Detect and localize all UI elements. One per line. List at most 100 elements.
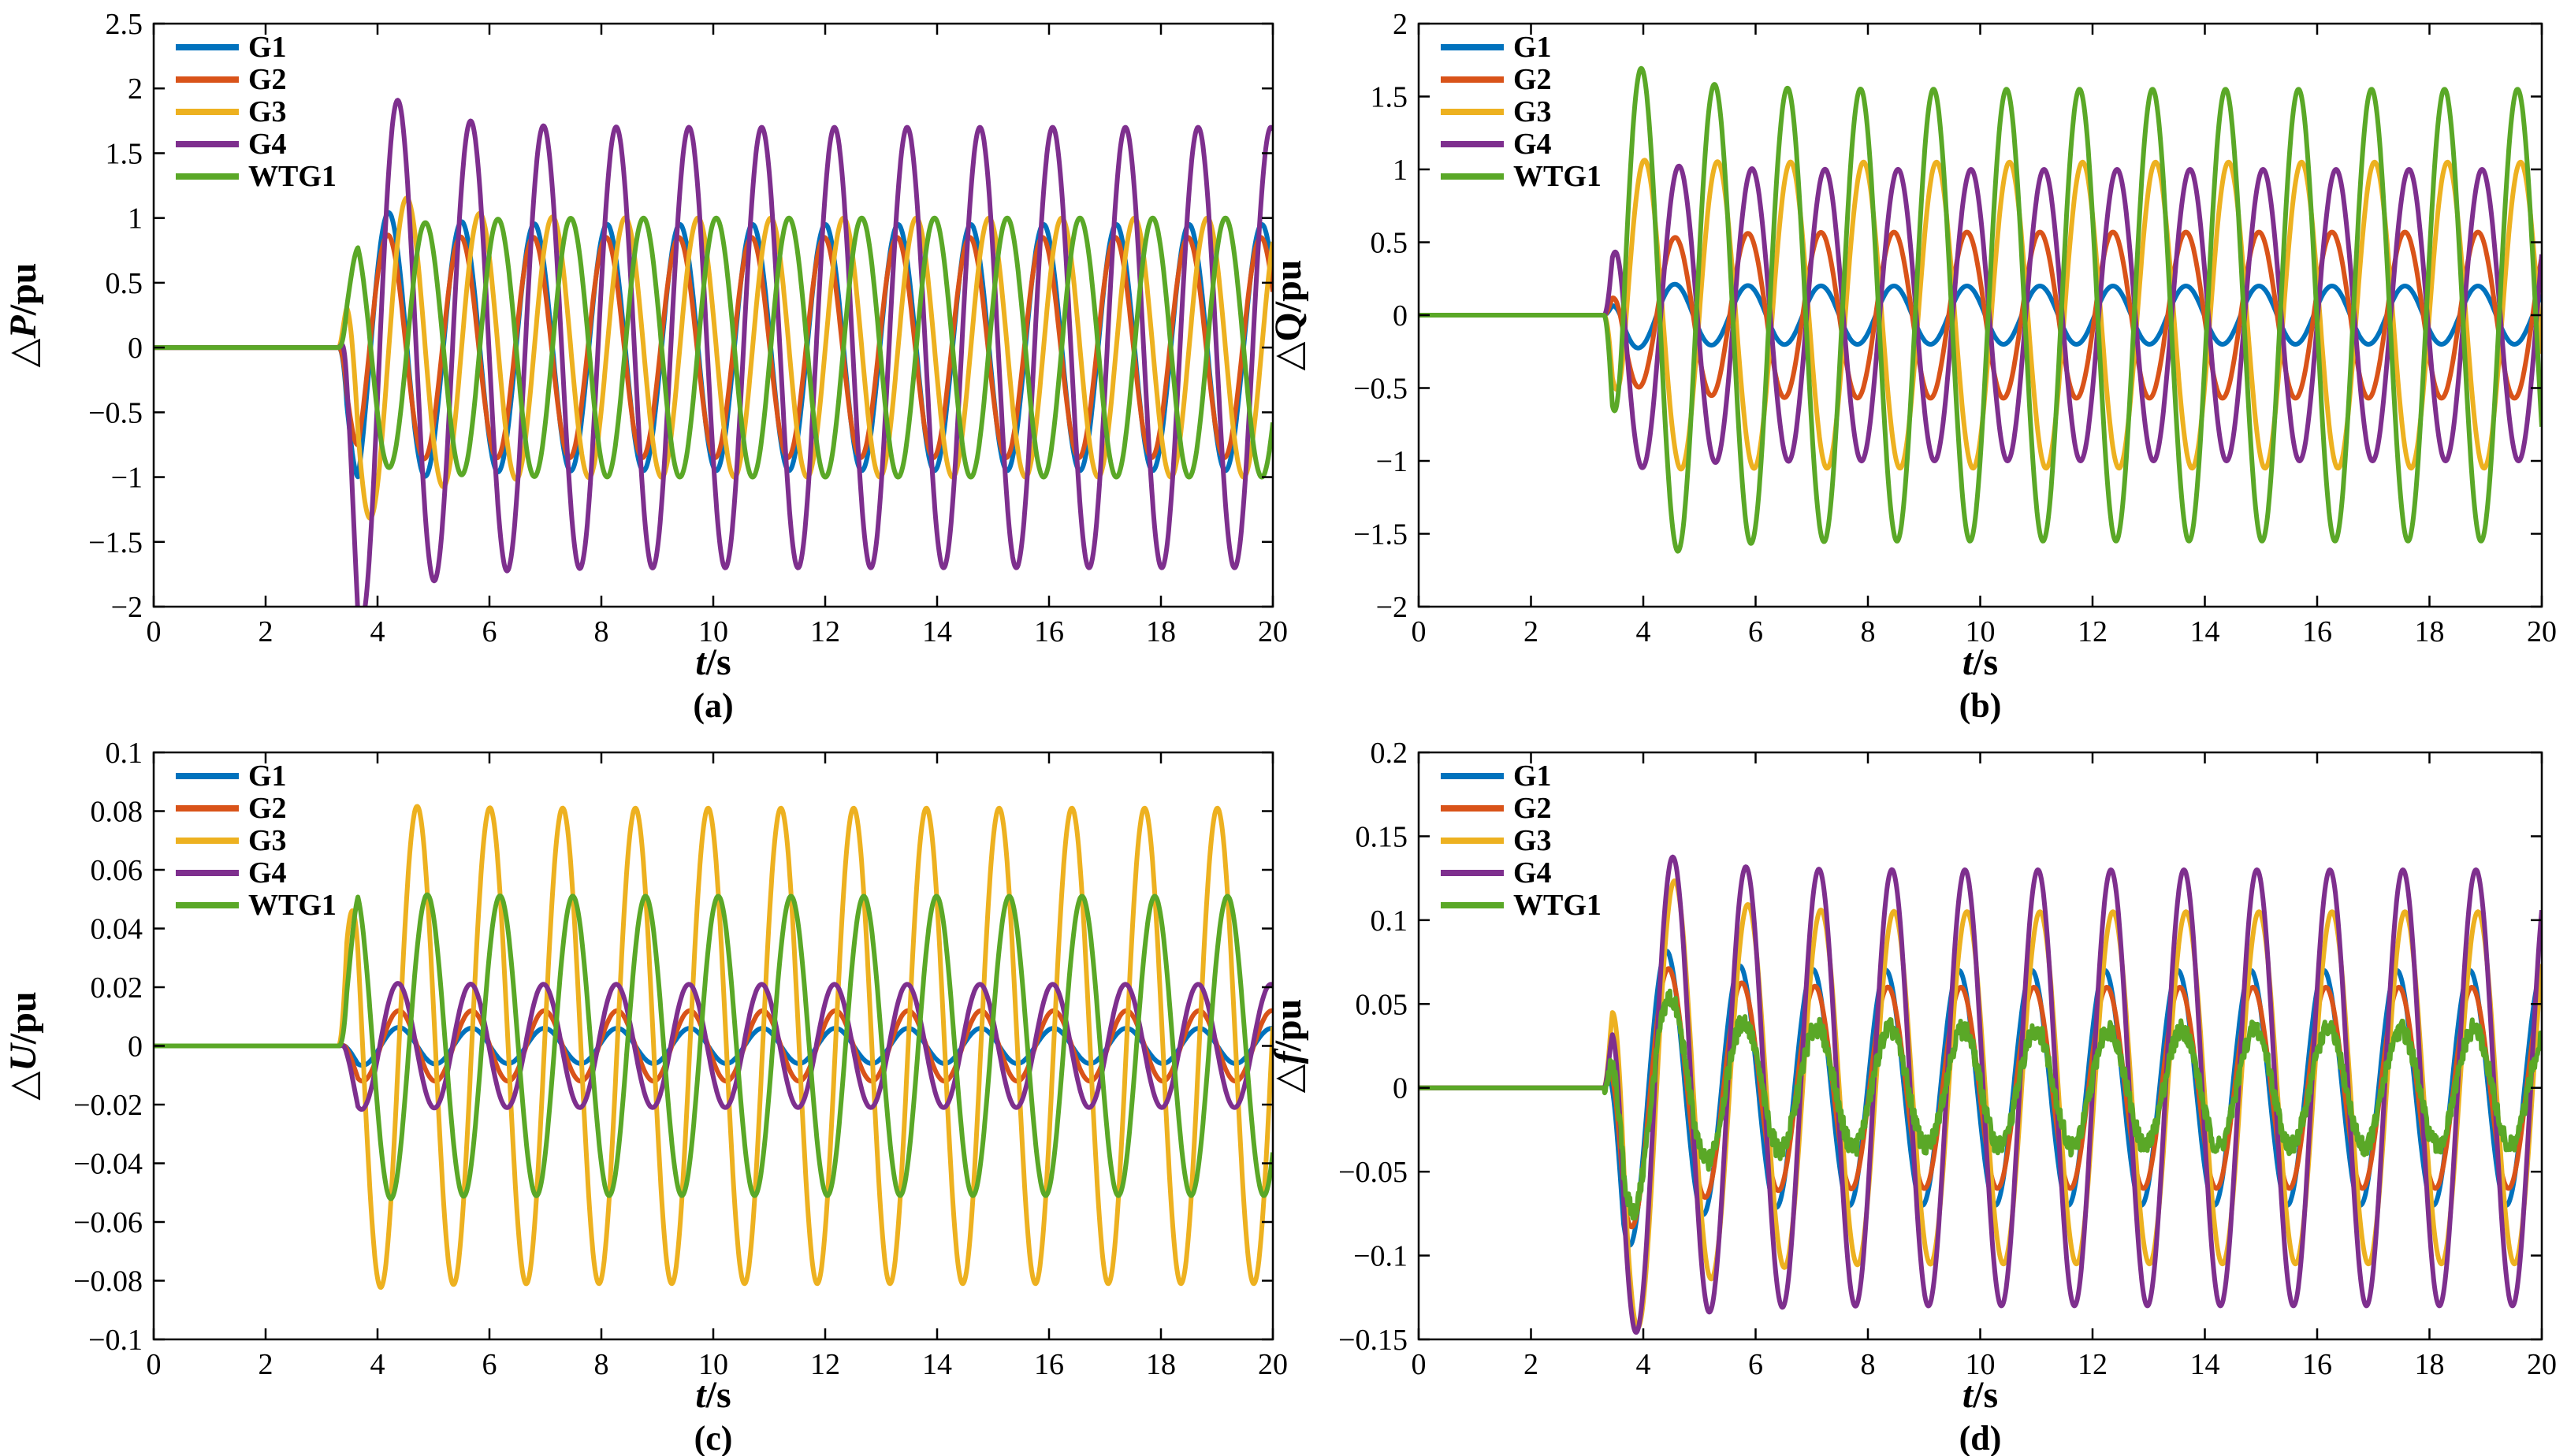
x-tick-label: 4 [370,615,385,648]
x-axis-unit: /s [1972,641,1998,683]
x-tick-label: 2 [259,1348,273,1381]
y-tick-label: 0.5 [1371,227,1408,260]
x-tick-label: 18 [2415,615,2445,648]
x-tick-label: 10 [698,1348,728,1381]
y-tick-label: 0 [128,332,143,365]
x-tick-label: 14 [922,1348,952,1381]
y-axis-label: △U/pu [2,991,44,1100]
y-tick-label: −2 [111,591,143,624]
x-axis-variable: t [695,1374,707,1416]
legend-label-g4: G4 [1513,128,1552,161]
y-tick-label: −0.04 [73,1148,143,1181]
x-tick-label: 10 [1966,1348,1996,1381]
legend-label-g1: G1 [1513,31,1552,64]
panel-label: (d) [1959,1419,2002,1456]
panel-label: (a) [693,686,733,725]
y-tick-label: −0.1 [1353,1240,1408,1273]
y-axis-variable: f [1267,1048,1309,1064]
x-tick-label: 14 [2190,1348,2220,1381]
x-axis-label: t/s [1962,641,1998,683]
x-tick-label: 0 [147,615,162,648]
series-line-wtg1 [154,215,1273,480]
x-tick-label: 4 [1636,1348,1651,1381]
y-tick-label: −0.06 [73,1206,143,1239]
panel-c: 0 2 4 6 8 10 12 14 16 18 20 −0.1 −0.08 −0.06 −0.04 −0.0… [2,737,1288,1456]
y-axis-prefix: △ [1267,1064,1309,1093]
legend-label-g1: G1 [248,760,287,793]
x-tick-label: 18 [1146,615,1176,648]
x-axis-variable: t [695,641,707,683]
y-axis-label: △f/pu [1267,999,1309,1094]
y-tick-label: 0.2 [1371,737,1408,770]
y-axis-variable: Q [1267,312,1309,341]
y-tick-label: 0.02 [91,971,143,1005]
x-axis-label: t/s [1962,1374,1998,1416]
y-axis-prefix: △ [1267,342,1309,371]
x-tick-label: 20 [1258,1348,1288,1381]
y-tick-label: 0.08 [91,796,143,829]
y-tick-label: −1 [111,462,143,495]
y-axis-variable: P [2,315,44,340]
y-tick-label: 0.15 [1356,820,1408,853]
y-tick-label: 0.06 [91,854,143,887]
x-tick-label: 0 [147,1348,162,1381]
y-tick-label: −0.02 [73,1089,143,1122]
y-tick-label: −0.05 [1338,1156,1408,1189]
y-tick-label: 1 [1393,154,1408,187]
legend-label-g2: G2 [248,792,287,825]
y-axis-label: △P/pu [2,263,44,368]
x-tick-label: 16 [1034,1348,1064,1381]
x-tick-label: 18 [2415,1348,2445,1381]
x-tick-label: 16 [2302,1348,2332,1381]
legend-label-g2: G2 [248,63,287,96]
x-tick-label: 18 [1146,1348,1176,1381]
legend-label-g3: G3 [248,824,287,857]
y-tick-label: 0 [1393,299,1408,332]
y-tick-label: −1.5 [1353,518,1408,552]
legend-label-g4: G4 [1513,856,1552,890]
series-group [1419,65,2542,554]
y-tick-label: 2 [128,72,143,106]
y-tick-label: 0.1 [106,737,143,770]
x-tick-label: 12 [2078,615,2108,648]
x-tick-label: 8 [594,1348,609,1381]
series-line-wtg1 [154,892,1273,1202]
x-axis-variable: t [1962,641,1974,683]
series-line-wtg1 [1419,65,2542,554]
y-tick-label: 1 [128,202,143,236]
legend-label-g1: G1 [248,31,287,64]
y-tick-label: 1.5 [1371,81,1408,114]
panel-label: (c) [694,1419,733,1456]
legend-label-g3: G3 [248,95,287,128]
y-tick-label: 0 [1393,1072,1408,1105]
legend-label-g2: G2 [1513,63,1552,96]
y-axis-unit: /pu [2,991,44,1045]
y-tick-label: 0.05 [1356,988,1408,1021]
panel-label: (b) [1959,686,2002,725]
y-axis-prefix: △ [2,1072,44,1101]
series-line-wtg1 [1419,988,2542,1221]
x-tick-label: 20 [1258,615,1288,648]
x-tick-label: 6 [482,615,497,648]
panel-a: 0 2 4 6 8 10 12 14 16 18 20 −2 −1.5 −1 −0.5 0 0.5 1 1.5 2 2.… [2,8,1288,725]
x-tick-label: 2 [1523,1348,1538,1381]
y-tick-label: −0.08 [73,1265,143,1298]
x-tick-label: 12 [2078,1348,2108,1381]
y-axis-unit: /pu [2,263,44,317]
x-axis-unit: /s [705,641,731,683]
series-group [154,804,1273,1290]
x-tick-label: 4 [1636,615,1651,648]
x-tick-label: 8 [594,615,609,648]
y-tick-label: −2 [1376,591,1408,624]
x-tick-label: 0 [1412,615,1427,648]
y-tick-label: −1 [1376,445,1408,478]
x-tick-label: 2 [259,615,273,648]
legend-label-wtg1: WTG1 [248,889,337,922]
y-axis-unit: /pu [1267,260,1309,314]
y-tick-label: 0 [128,1031,143,1064]
y-tick-label: −0.5 [1353,373,1408,406]
x-tick-label: 2 [1523,615,1538,648]
